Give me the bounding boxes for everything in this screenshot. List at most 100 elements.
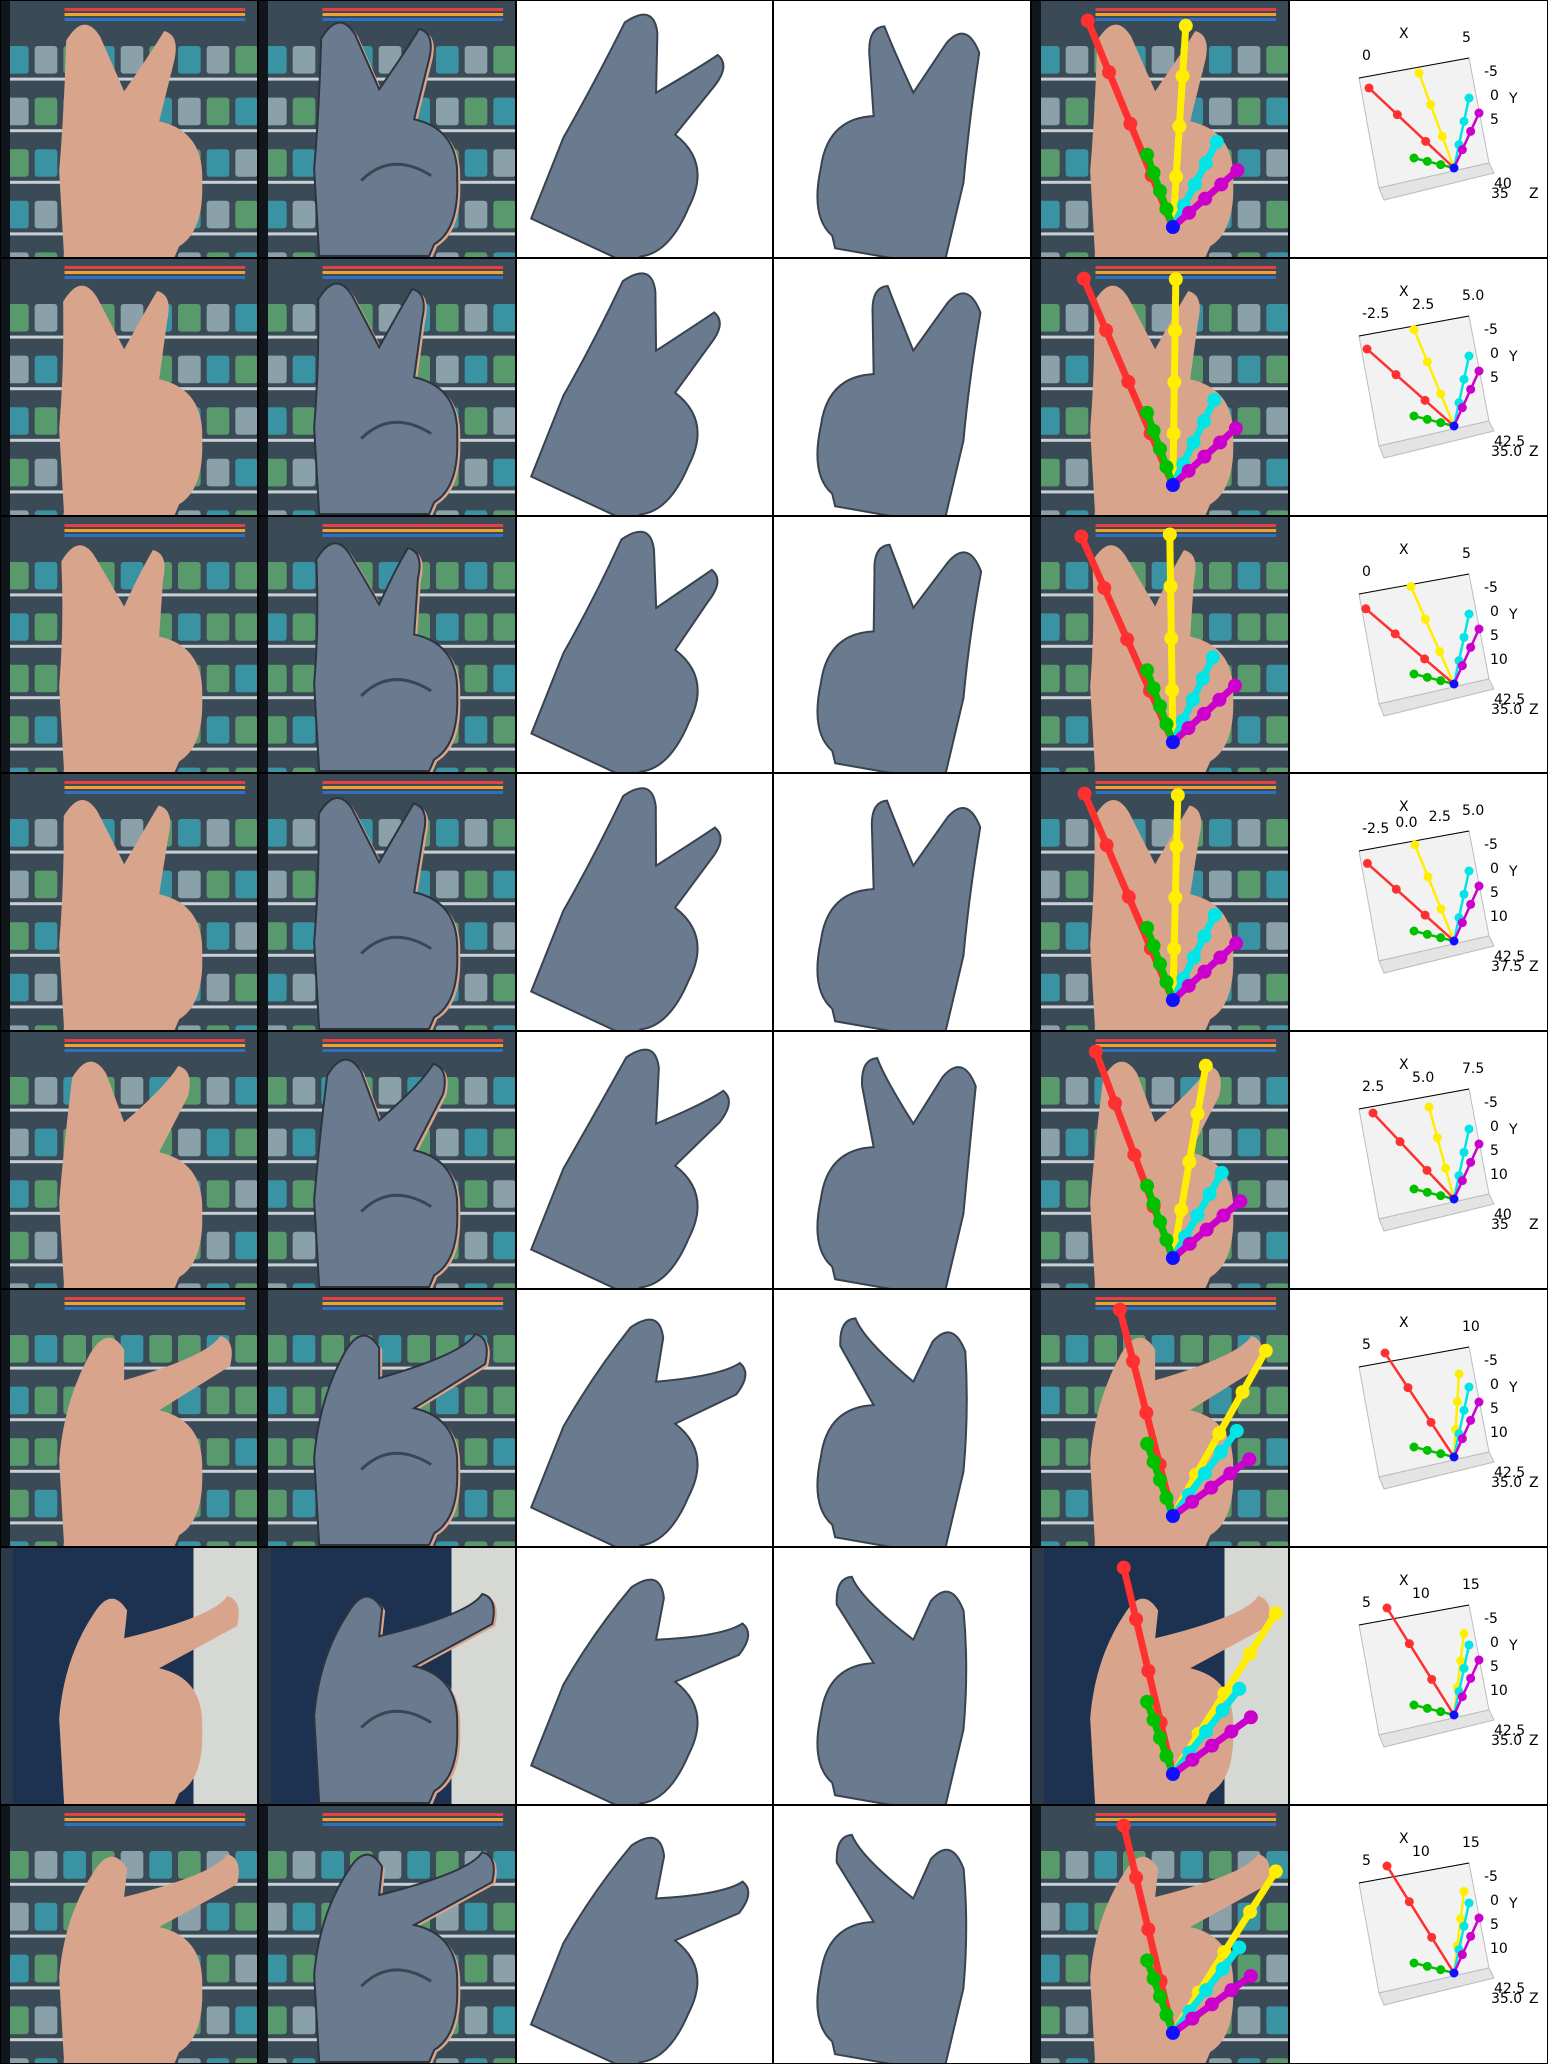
shelf <box>258 1108 516 1112</box>
can <box>1237 200 1261 229</box>
can <box>1037 1489 1060 1518</box>
hand-mesh <box>313 21 459 257</box>
can <box>235 200 258 229</box>
can <box>120 1077 144 1105</box>
can <box>206 1954 230 1983</box>
mesh-front-image <box>516 1547 773 1805</box>
photo-image <box>0 1289 258 1547</box>
can <box>1266 46 1289 74</box>
fridge-frame <box>0 0 10 258</box>
can <box>1237 252 1261 258</box>
fridge-frame <box>0 773 10 1031</box>
can <box>1237 1025 1261 1031</box>
z-axis-label: Z <box>1529 1217 1539 1233</box>
plot-joint <box>1390 629 1400 639</box>
banner-stripe <box>1095 1049 1277 1052</box>
plot-joint <box>1459 1663 1469 1673</box>
plot-wrist-joint <box>1449 163 1459 173</box>
cell-r2-mesh-front <box>516 258 773 516</box>
can <box>464 200 488 229</box>
joint <box>1126 1354 1141 1369</box>
joint <box>1213 435 1228 450</box>
joint <box>1146 423 1161 438</box>
hand <box>1090 1595 1270 1805</box>
joint <box>1129 1870 1144 1885</box>
can <box>6 1283 29 1289</box>
can <box>34 870 58 899</box>
mesh-front-image <box>516 516 773 773</box>
plot-joint <box>1464 1640 1474 1650</box>
can <box>34 355 58 384</box>
can <box>1037 716 1060 744</box>
plot-middle-chain <box>1452 613 1471 685</box>
can <box>1065 304 1089 332</box>
x-tick-label: 2.5 <box>1429 809 1451 825</box>
plot-joint <box>1420 910 1430 920</box>
fridge-frame <box>0 1289 10 1547</box>
x-tick-label: 5 <box>1362 1853 1371 1869</box>
banner-stripe <box>322 1044 504 1047</box>
can <box>6 355 29 384</box>
can <box>34 1128 58 1157</box>
y-tick-label: 0 <box>1490 1119 1499 1135</box>
can <box>1037 97 1060 126</box>
shelf <box>1031 850 1289 854</box>
joint <box>1112 1302 1127 1317</box>
mesh-front-image <box>516 1031 773 1289</box>
can <box>1065 1180 1089 1208</box>
can <box>264 1180 287 1208</box>
can <box>1266 1283 1289 1289</box>
can <box>1151 304 1175 332</box>
can <box>1065 252 1089 258</box>
cell-r3-skeleton-3d-plot: X 0 5 Y -5 0 5 10 42.5 35.0 Z <box>1289 516 1548 773</box>
z-axis-label: Z <box>1529 186 1539 202</box>
y-tick-label: 10 <box>1490 1167 1508 1183</box>
joint <box>1076 271 1091 286</box>
can <box>1209 97 1232 126</box>
can <box>1266 1489 1289 1518</box>
cell-r5-mesh-side <box>773 1031 1031 1289</box>
banner-stripe <box>64 276 246 279</box>
y-tick-label: 0 <box>1490 1893 1499 1909</box>
joint <box>1243 1968 1258 1983</box>
joint <box>1140 1953 1155 1968</box>
can <box>6 1077 29 1105</box>
skeleton-3d-plot-image: X 5 10 15 Y -5 0 5 10 42.535.0 Z <box>1289 1547 1548 1805</box>
banner-stripe <box>322 276 504 279</box>
plot-joint <box>1456 1656 1466 1666</box>
can <box>1209 1128 1232 1157</box>
can <box>493 1851 516 1879</box>
can <box>1151 819 1175 847</box>
can <box>1237 97 1261 126</box>
mesh-group <box>816 1317 968 1547</box>
shelf <box>1031 1108 1289 1112</box>
cell-r4-photo <box>0 773 258 1031</box>
can <box>1237 1283 1261 1289</box>
cell-r4-mesh-side <box>773 773 1031 1031</box>
can <box>436 870 459 899</box>
joint <box>1202 1187 1217 1202</box>
can <box>1037 1851 1060 1879</box>
can <box>1237 819 1261 847</box>
plot-joint <box>1391 370 1401 380</box>
can <box>206 613 230 641</box>
can <box>120 1335 144 1363</box>
can <box>1209 767 1232 773</box>
can <box>6 304 29 332</box>
can <box>292 562 316 590</box>
mesh-group <box>816 799 982 1031</box>
can <box>1065 1231 1089 1260</box>
can <box>6 1025 29 1031</box>
joint <box>1159 1490 1174 1505</box>
plot-joint <box>1436 1707 1446 1717</box>
can <box>1065 1489 1089 1518</box>
banner-stripe <box>1095 786 1277 789</box>
plot-joint <box>1392 110 1402 120</box>
plot-middle-chain <box>1452 1902 1471 1974</box>
plot-middle-chain <box>1452 1644 1471 1716</box>
fridge-frame <box>1031 516 1041 773</box>
can <box>206 458 230 487</box>
can <box>206 355 230 384</box>
cell-r2-skeleton-overlay <box>1031 258 1289 516</box>
banner-stripe <box>322 18 504 21</box>
